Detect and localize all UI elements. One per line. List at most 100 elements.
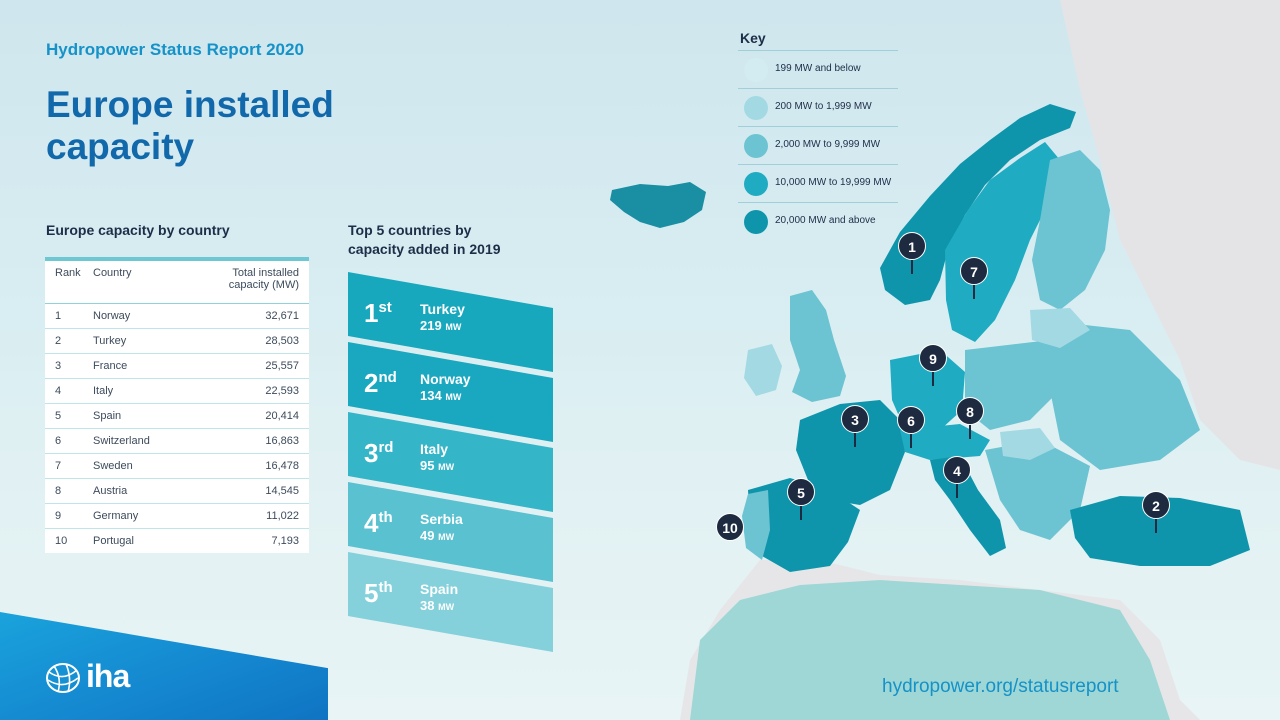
marker-stem: [969, 423, 971, 439]
key-swatch: [744, 210, 768, 234]
top5-value: 219 MW: [420, 318, 462, 333]
map-marker: 8: [956, 397, 984, 425]
top5-value: 38 MW: [420, 598, 455, 613]
marker-stem: [973, 283, 975, 299]
table-row: 9 Germany 11,022: [45, 503, 309, 529]
key-swatch: [744, 96, 768, 120]
capacity-cell: 16,863: [183, 428, 309, 454]
table-row: 7 Sweden 16,478: [45, 453, 309, 479]
capacity-cell: 7,193: [271, 535, 299, 547]
rank-cell: 4: [45, 378, 87, 404]
france: [796, 400, 905, 505]
map-marker: 9: [919, 344, 947, 372]
map-marker: 2: [1142, 491, 1170, 519]
rank-cell: 1: [45, 303, 87, 329]
report-label: Hydropower Status Report 2020: [46, 40, 304, 59]
finland: [1032, 150, 1110, 310]
country-cell: Switzerland: [87, 428, 184, 454]
rank-cell: 6: [45, 428, 87, 454]
country-cell: Norway: [87, 303, 184, 329]
key-item: 20,000 MW and above: [738, 202, 898, 240]
portugal: [742, 490, 770, 560]
balkans: [985, 440, 1090, 540]
top5-value: 134 MW: [420, 388, 462, 403]
top5-country: Spain: [420, 581, 459, 597]
capacity-cell: 20,414: [183, 403, 309, 429]
alps: [900, 424, 990, 460]
marker-stem: [854, 431, 856, 447]
table-header-row: Rank Country Total installed capacity (MW…: [45, 259, 309, 304]
key-label: 200 MW to 1,999 MW: [775, 101, 872, 112]
capacity-cell: 32,671: [183, 303, 309, 329]
top5-country: Norway: [420, 371, 471, 387]
key-label: 199 MW and below: [775, 63, 861, 74]
report-url[interactable]: hydropower.org/statusreport: [882, 676, 1119, 697]
rank-cell: 10: [55, 535, 68, 547]
key-item: 200 MW to 1,999 MW: [738, 88, 898, 126]
capacity-cell: 14,545: [183, 478, 309, 504]
top5-heading-line2: capacity added in 2019: [348, 241, 501, 257]
col-capacity: Total installed capacity (MW): [183, 259, 309, 304]
rank-cell: 5: [45, 403, 87, 429]
col-capacity-line2: capacity (MW): [228, 279, 299, 291]
iha-logo: iha: [44, 658, 154, 700]
marker-stem: [1155, 517, 1157, 533]
top5-ordinal: 4th: [364, 508, 393, 538]
col-country: Country: [87, 259, 184, 304]
country-cell: France: [87, 353, 184, 379]
map-marker: 3: [841, 405, 869, 433]
hungary: [1000, 428, 1055, 460]
top5-heading: Top 5 countries by capacity added in 201…: [348, 221, 501, 259]
col-rank: Rank: [45, 259, 87, 304]
capacity-heading: Europe capacity by country: [46, 222, 230, 238]
key-title: Key: [740, 30, 766, 46]
col-capacity-line1: Total installed: [232, 267, 299, 279]
table-row: 3 France 25,557: [45, 353, 309, 379]
table-row: 5 Spain 20,414: [45, 403, 309, 429]
table-row: 4 Italy 22,593: [45, 378, 309, 404]
key-swatch: [744, 172, 768, 196]
key-label: 10,000 MW to 19,999 MW: [775, 177, 892, 188]
east-land: [1060, 0, 1280, 470]
table-row: 8 Austria 14,545: [45, 478, 309, 504]
ireland: [744, 344, 782, 396]
rank-cell: 2: [45, 328, 87, 354]
rank-cell: 7: [45, 453, 87, 479]
country-cell: Portugal: [93, 535, 134, 547]
norway: [880, 104, 1076, 305]
key-swatch: [744, 134, 768, 158]
iceland: [610, 182, 706, 228]
key-item: 2,000 MW to 9,999 MW: [738, 126, 898, 164]
iberia: [748, 478, 860, 572]
table-row: 1 Norway 32,671: [45, 303, 309, 329]
capacity-table: Rank Country Total installed capacity (MW…: [45, 257, 309, 553]
table-row: 2 Turkey 28,503: [45, 328, 309, 354]
map-marker: 6: [897, 406, 925, 434]
rank-cell: 9: [45, 503, 87, 529]
map-marker: 1: [898, 232, 926, 260]
top5-ordinal: 3rd: [364, 438, 394, 468]
key-label: 20,000 MW and above: [775, 215, 876, 226]
marker-stem: [911, 258, 913, 274]
capacity-cell: 22,593: [183, 378, 309, 404]
capacity-cell: 16,478: [183, 453, 309, 479]
marker-stem: [932, 370, 934, 386]
capacity-cell: 28,503: [183, 328, 309, 354]
north-africa: [690, 580, 1170, 720]
top5-ordinal: 1st: [364, 298, 392, 328]
top5-country: Serbia: [420, 511, 463, 527]
key-label: 2,000 MW to 9,999 MW: [775, 139, 881, 150]
country-cell: Italy: [87, 378, 184, 404]
key-item: 10,000 MW to 19,999 MW: [738, 164, 898, 202]
marker-stem: [910, 432, 912, 448]
logo-text: iha: [86, 658, 130, 694]
uk: [790, 290, 846, 402]
country-cell: Spain: [87, 403, 184, 429]
top5-country: Turkey: [420, 301, 465, 317]
marker-stem: [956, 482, 958, 498]
capacity-cell: 25,557: [183, 353, 309, 379]
key-item: 199 MW and below: [738, 50, 898, 88]
page-title: Europe installed capacity: [46, 84, 334, 167]
map-marker: 7: [960, 257, 988, 285]
country-cell: Turkey: [87, 328, 184, 354]
